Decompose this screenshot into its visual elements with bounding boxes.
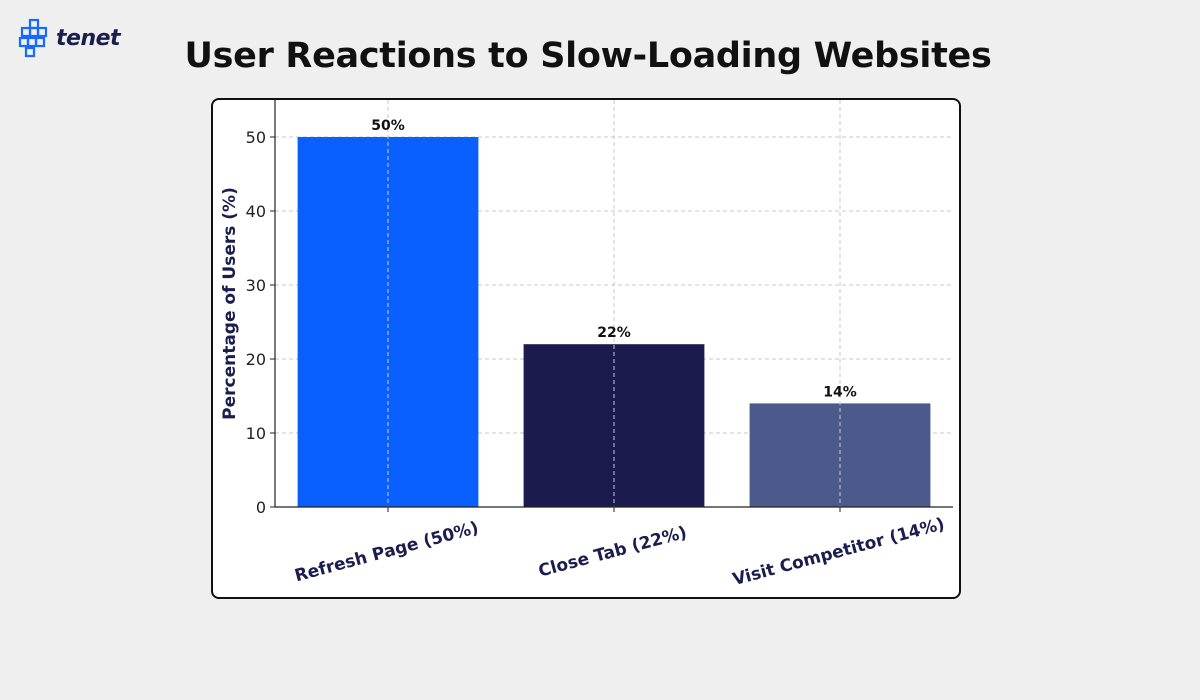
x-tick-label: Visit Competitor (14%) — [731, 514, 947, 590]
data-label: 50% — [371, 118, 405, 134]
bar — [749, 403, 931, 507]
x-tick-label: Close Tab (22%) — [536, 523, 689, 582]
y-tick-label: 10 — [246, 424, 266, 443]
y-tick-label: 0 — [256, 498, 266, 517]
brand-name: tenet — [56, 25, 121, 51]
y-axis-label: Percentage of Users (%) — [220, 187, 240, 420]
y-tick-label: 30 — [246, 276, 266, 295]
bar-chart: 0 10 20 30 40 50 Refresh Page (50%) Close Tab (… — [220, 100, 953, 590]
y-tick-label: 50 — [246, 128, 266, 147]
y-tick-label: 20 — [246, 350, 266, 369]
y-tick-label: 40 — [246, 202, 266, 221]
brand-logo: tenet — [18, 18, 121, 58]
tenet-logo-icon — [18, 18, 48, 58]
chart-title: User Reactions to Slow-Loading Websites — [184, 36, 992, 76]
x-tick-label: Refresh Page (50%) — [293, 518, 481, 586]
data-label: 22% — [597, 325, 631, 341]
data-label: 14% — [823, 384, 857, 400]
